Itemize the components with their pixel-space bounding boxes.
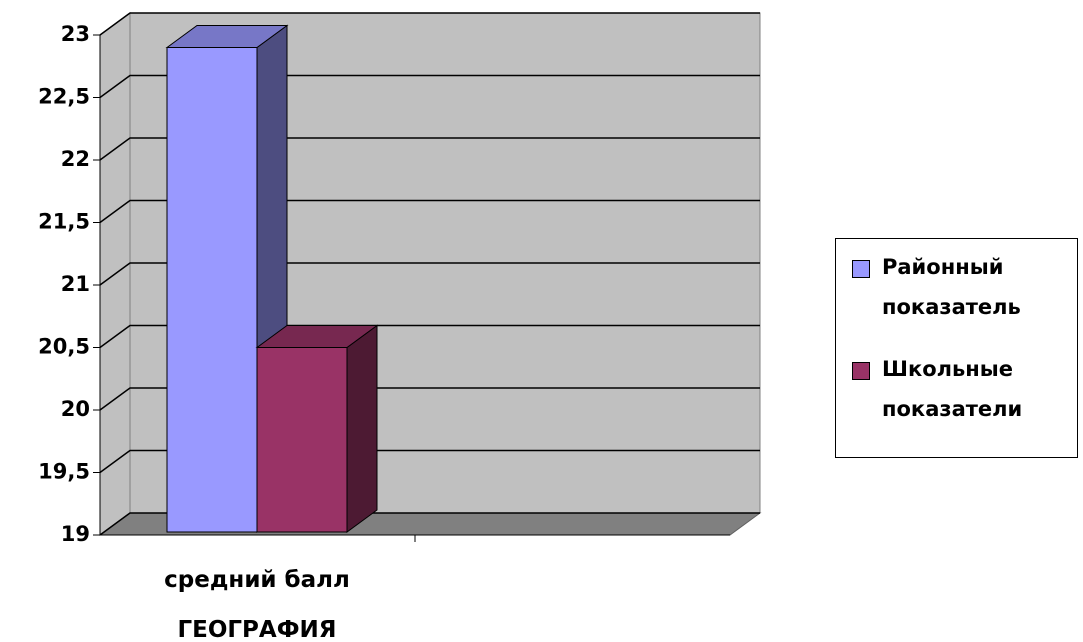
grid-line bbox=[99, 74, 760, 99]
legend-swatch bbox=[852, 362, 870, 380]
legend-item: Школьные показатели bbox=[848, 349, 1078, 429]
y-tick-label: 21,5 bbox=[38, 210, 90, 234]
y-tick-label: 23 bbox=[61, 22, 90, 46]
y-tick-label: 22 bbox=[61, 147, 90, 171]
y-tick-label: 21 bbox=[61, 272, 90, 296]
legend-item: Районный показатель bbox=[848, 247, 1078, 327]
y-tick-label: 20 bbox=[61, 397, 90, 421]
y-tick-label: 19,5 bbox=[38, 460, 90, 484]
grid-line bbox=[99, 387, 760, 411]
bar-front bbox=[256, 347, 348, 533]
y-tick-label: 20,5 bbox=[38, 335, 90, 359]
legend-label: Районный показатель bbox=[882, 255, 1021, 319]
legend-swatch bbox=[852, 260, 870, 278]
y-tick-label: 19 bbox=[61, 522, 90, 546]
grid-line bbox=[99, 449, 760, 474]
legend-label: Школьные показатели bbox=[882, 357, 1023, 421]
grid-line bbox=[99, 262, 760, 286]
grid-line bbox=[99, 324, 760, 349]
bar-front bbox=[166, 47, 258, 533]
grid-line bbox=[99, 512, 760, 536]
bar bbox=[255, 324, 379, 533]
grid-line bbox=[99, 199, 760, 224]
bar-side bbox=[346, 324, 378, 533]
grid-line bbox=[99, 137, 760, 161]
grid-line bbox=[99, 12, 760, 36]
x-tick-label: средний балл ГЕОГРАФИЯ bbox=[164, 567, 350, 642]
legend: Районный показатель Школьные показатели bbox=[835, 238, 1078, 458]
y-tick-label: 22,5 bbox=[38, 85, 90, 109]
